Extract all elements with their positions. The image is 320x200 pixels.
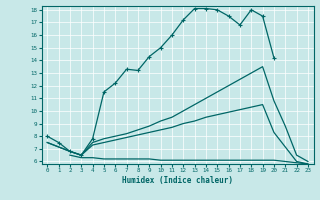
X-axis label: Humidex (Indice chaleur): Humidex (Indice chaleur): [122, 176, 233, 185]
